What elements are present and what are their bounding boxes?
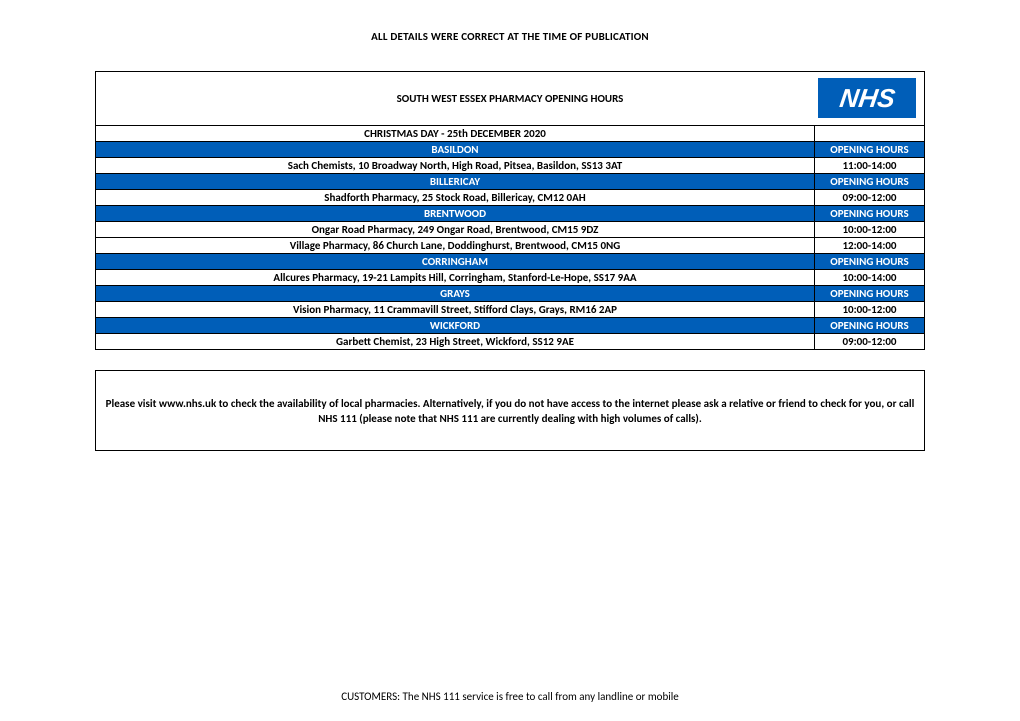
hours-cell: 10:00-12:00 <box>814 222 924 238</box>
notice-table: Please visit www.nhs.uk to check the ava… <box>95 370 925 451</box>
hours-cell: 11:00-14:00 <box>814 158 924 174</box>
section-header-name: BILLERICAY <box>96 174 815 190</box>
subtitle-blank <box>814 126 924 142</box>
pharmacy-cell: Sach Chemists, 10 Broadway North, High R… <box>96 158 815 174</box>
table-row: Allcures Pharmacy, 19-21 Lampits Hill, C… <box>96 270 925 286</box>
pharmacy-cell: Village Pharmacy, 86 Church Lane, Doddin… <box>96 238 815 254</box>
pharmacy-cell: Allcures Pharmacy, 19-21 Lampits Hill, C… <box>96 270 815 286</box>
pharmacy-cell: Vision Pharmacy, 11 Crammavill Street, S… <box>96 302 815 318</box>
footer-text: CUSTOMERS: The NHS 111 service is free t… <box>0 690 1020 703</box>
hours-cell: 10:00-12:00 <box>814 302 924 318</box>
section-header-hours: OPENING HOURS <box>814 286 924 302</box>
section-header-hours: OPENING HOURS <box>814 318 924 334</box>
date-subtitle: CHRISTMAS DAY - 25th DECEMBER 2020 <box>96 126 815 142</box>
notice-text: Please visit www.nhs.uk to check the ava… <box>96 371 925 451</box>
section-header-hours: OPENING HOURS <box>814 142 924 158</box>
section-header-name: WICKFORD <box>96 318 815 334</box>
section-header-hours: OPENING HOURS <box>814 174 924 190</box>
hours-cell: 09:00-12:00 <box>814 334 924 350</box>
hours-cell: 10:00-14:00 <box>814 270 924 286</box>
table-row: Sach Chemists, 10 Broadway North, High R… <box>96 158 925 174</box>
nhs-logo-text: NHS <box>838 91 895 106</box>
section-header-hours: OPENING HOURS <box>814 206 924 222</box>
hours-cell: 09:00-12:00 <box>814 190 924 206</box>
section-header-name: BRENTWOOD <box>96 206 815 222</box>
table-row: Garbett Chemist, 23 High Street, Wickfor… <box>96 334 925 350</box>
section-header-hours: OPENING HOURS <box>814 254 924 270</box>
table-row: Shadforth Pharmacy, 25 Stock Road, Bille… <box>96 190 925 206</box>
pharmacy-cell: Ongar Road Pharmacy, 249 Ongar Road, Bre… <box>96 222 815 238</box>
table-row: Ongar Road Pharmacy, 249 Ongar Road, Bre… <box>96 222 925 238</box>
nhs-logo: NHS <box>818 78 916 118</box>
section-header-name: BASILDON <box>96 142 815 158</box>
hours-cell: 12:00-14:00 <box>814 238 924 254</box>
pharmacy-cell: Garbett Chemist, 23 High Street, Wickfor… <box>96 334 815 350</box>
page-title: SOUTH WEST ESSEX PHARMACY OPENING HOURS <box>397 92 624 105</box>
pharmacy-cell: Shadforth Pharmacy, 25 Stock Road, Bille… <box>96 190 815 206</box>
table-row: Village Pharmacy, 86 Church Lane, Doddin… <box>96 238 925 254</box>
section-header-name: CORRINGHAM <box>96 254 815 270</box>
section-header-name: GRAYS <box>96 286 815 302</box>
publication-note: ALL DETAILS WERE CORRECT AT THE TIME OF … <box>95 30 925 43</box>
title-cell: SOUTH WEST ESSEX PHARMACY OPENING HOURS … <box>96 72 925 126</box>
pharmacy-hours-table: SOUTH WEST ESSEX PHARMACY OPENING HOURS … <box>95 71 925 350</box>
table-row: Vision Pharmacy, 11 Crammavill Street, S… <box>96 302 925 318</box>
